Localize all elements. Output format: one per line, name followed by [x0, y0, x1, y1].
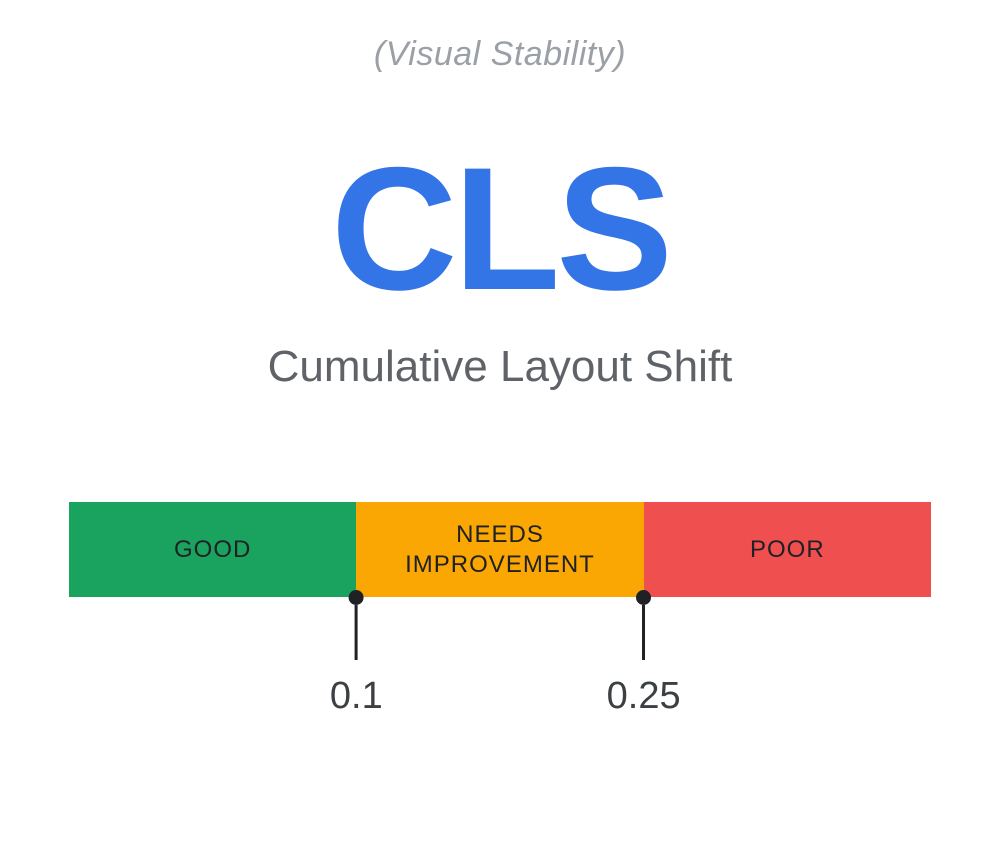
marker-line	[355, 605, 358, 660]
threshold-marker-2: 0.25	[607, 590, 681, 718]
marker-label: 0.1	[330, 675, 383, 718]
marker-dot-icon	[636, 590, 651, 605]
segment-label: POOR	[750, 535, 825, 565]
segment-label: GOOD	[174, 535, 251, 565]
marker-label: 0.25	[607, 675, 681, 718]
segment-poor: POOR	[644, 502, 931, 597]
marker-dot-icon	[349, 590, 364, 605]
threshold-marker-1: 0.1	[330, 590, 383, 718]
segment-good: GOOD	[69, 502, 356, 597]
segment-needs-improvement: NEEDSIMPROVEMENT	[356, 502, 643, 597]
scale-bar: GOOD NEEDSIMPROVEMENT POOR	[69, 502, 931, 597]
metric-full-name: Cumulative Layout Shift	[268, 342, 733, 392]
acronym: CLS	[331, 129, 669, 330]
scale-container: GOOD NEEDSIMPROVEMENT POOR 0.1 0.25	[69, 502, 931, 597]
segment-label: NEEDSIMPROVEMENT	[405, 520, 595, 580]
marker-line	[642, 605, 645, 660]
subtitle: (Visual Stability)	[374, 35, 626, 74]
